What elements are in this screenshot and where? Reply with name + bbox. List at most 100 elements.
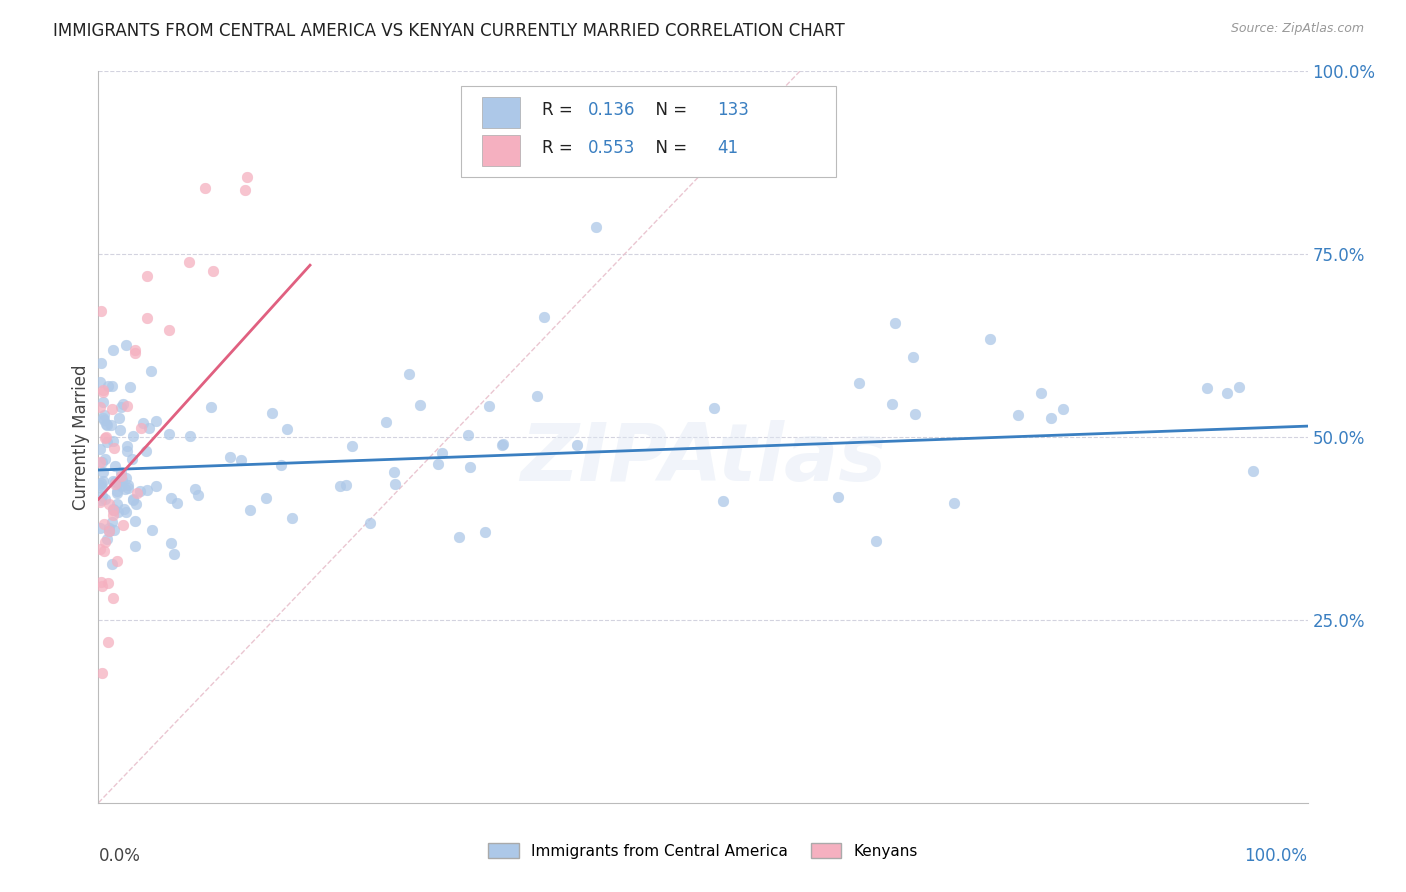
Point — [121, 451, 143, 466]
Point — [124, 539, 146, 553]
Point — [711, 494, 734, 508]
Point — [107, 505, 129, 519]
Point — [129, 421, 152, 435]
Point — [122, 491, 145, 506]
Point — [97, 379, 120, 393]
Text: R =: R = — [543, 101, 578, 120]
Point — [880, 397, 903, 411]
Point — [101, 591, 124, 605]
Point — [115, 471, 138, 485]
Point — [447, 530, 470, 544]
Point — [359, 516, 381, 530]
Point — [89, 495, 111, 509]
Point — [89, 478, 111, 492]
Point — [105, 484, 128, 499]
Point — [103, 501, 125, 516]
Text: N =: N = — [645, 101, 692, 120]
Point — [121, 493, 143, 508]
Point — [89, 574, 111, 589]
Y-axis label: Currently Married: Currently Married — [72, 364, 90, 510]
Point — [128, 484, 150, 499]
Point — [104, 459, 127, 474]
Point — [91, 489, 114, 503]
Text: 41: 41 — [717, 139, 738, 157]
Point — [89, 521, 111, 535]
Point — [101, 515, 124, 529]
Point — [117, 399, 139, 413]
Point — [901, 350, 924, 364]
Point — [124, 514, 146, 528]
Point — [157, 323, 180, 337]
Point — [848, 376, 870, 390]
Point — [89, 541, 111, 556]
Point — [104, 476, 127, 491]
Point — [135, 443, 157, 458]
Text: R =: R = — [543, 139, 578, 157]
Point — [281, 511, 304, 525]
Point — [101, 508, 124, 522]
Point — [94, 452, 117, 467]
Point — [458, 460, 481, 475]
Point — [90, 579, 112, 593]
Point — [105, 486, 128, 500]
Point — [89, 442, 111, 456]
Point — [276, 422, 298, 436]
Point — [904, 407, 927, 421]
Point — [177, 255, 200, 269]
Point — [110, 465, 132, 479]
Text: 0.0%: 0.0% — [98, 847, 141, 864]
Point — [270, 458, 292, 472]
Point — [93, 465, 115, 479]
Point — [111, 473, 134, 487]
Point — [122, 429, 145, 443]
Point — [160, 491, 183, 505]
Point — [107, 475, 129, 490]
Point — [132, 416, 155, 430]
Point — [239, 503, 262, 517]
Point — [93, 413, 115, 427]
Point — [105, 554, 128, 568]
Point — [96, 532, 118, 546]
Point — [110, 401, 132, 415]
Point — [91, 475, 114, 489]
Point — [262, 406, 284, 420]
Point — [141, 523, 163, 537]
Point — [90, 356, 112, 370]
Point — [233, 183, 256, 197]
Point — [585, 219, 607, 234]
Point — [1227, 379, 1250, 393]
Point — [827, 490, 849, 504]
Point — [117, 477, 139, 491]
Text: 100.0%: 100.0% — [1244, 847, 1308, 864]
Point — [91, 394, 114, 409]
FancyBboxPatch shape — [482, 135, 520, 166]
Point — [219, 450, 242, 464]
Point — [101, 378, 124, 392]
Point — [91, 665, 114, 680]
Point — [100, 418, 122, 433]
Point — [194, 181, 217, 195]
Point — [942, 496, 965, 510]
Point — [135, 310, 157, 325]
Point — [384, 476, 406, 491]
Point — [533, 310, 555, 325]
Point — [94, 430, 117, 444]
Point — [398, 367, 420, 381]
Point — [93, 544, 115, 558]
Point — [93, 491, 115, 506]
Point — [865, 534, 887, 549]
Point — [97, 635, 120, 649]
Point — [329, 479, 352, 493]
Point — [115, 443, 138, 458]
Point — [138, 421, 160, 435]
Point — [90, 303, 112, 318]
Point — [93, 431, 115, 445]
Point — [254, 491, 277, 505]
Point — [457, 428, 479, 442]
Point — [114, 505, 136, 519]
Point — [1216, 385, 1239, 400]
Text: 133: 133 — [717, 101, 749, 120]
Point — [97, 521, 120, 535]
Point — [136, 483, 159, 497]
Point — [101, 402, 124, 417]
